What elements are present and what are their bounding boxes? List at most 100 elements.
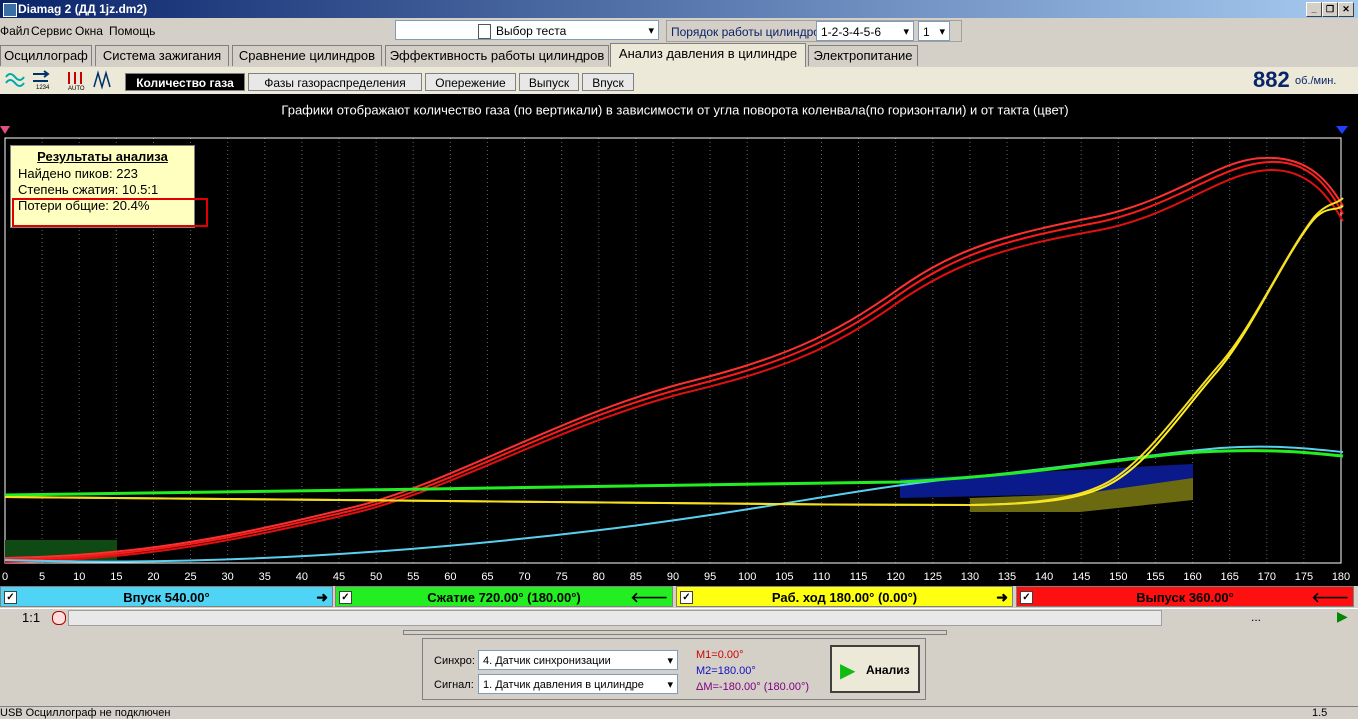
- app-icon: [3, 3, 17, 17]
- x-tick-label: 100: [738, 571, 756, 583]
- signal-select[interactable]: 1. Датчик давления в цилиндре: [478, 674, 678, 695]
- x-tick-label: 130: [961, 571, 979, 583]
- signal-label: Сигнал:: [434, 679, 474, 691]
- test-select[interactable]: Выбор теста: [395, 20, 659, 41]
- x-tick-label: 140: [1035, 571, 1053, 583]
- yellow-curve: [4, 197, 1344, 507]
- tab[interactable]: Электропитание: [808, 45, 918, 66]
- x-tick-label: 125: [924, 571, 942, 583]
- sync-select[interactable]: 4. Датчик синхронизации: [478, 650, 678, 671]
- scroll-text: ...: [1251, 610, 1262, 624]
- red-curve: [4, 168, 1344, 563]
- analysis-line: Найдено пиков: 223: [18, 166, 138, 181]
- tool-icon[interactable]: AUTO: [66, 69, 88, 91]
- x-tick-label: 165: [1220, 571, 1238, 583]
- analysis-title: Результаты анализа: [37, 149, 168, 164]
- x-tick-label: 170: [1258, 571, 1276, 583]
- red-curve: [4, 156, 1344, 559]
- marker-m1-value: M1=0.00°: [696, 649, 744, 661]
- x-tick-label: 145: [1072, 571, 1090, 583]
- x-tick-label: 155: [1146, 571, 1164, 583]
- settings-panel: [422, 638, 926, 700]
- title-bar: Diamag 2 (ДД 1jz.dm2) _ ❐ ✕: [0, 0, 1358, 18]
- phase-label: Раб. ход 180.00° (0.00°): [771, 590, 918, 605]
- x-tick-label: 150: [1109, 571, 1127, 583]
- cylinder-order-select[interactable]: 1-2-3-4-5-6: [816, 21, 914, 42]
- menu-item[interactable]: Файл: [0, 24, 30, 38]
- x-tick-label: 20: [147, 571, 159, 583]
- zoom-label: 1:1: [22, 610, 41, 625]
- cylinder-order-text: 1-2-3-4-5-6: [821, 25, 882, 39]
- plot-area: Графики отображают количество газа (по в…: [0, 94, 1358, 586]
- subtab[interactable]: Впуск: [582, 73, 634, 91]
- menu-item[interactable]: Сервис: [31, 24, 73, 38]
- x-tick-label: 30: [222, 571, 234, 583]
- x-tick-label: 105: [775, 571, 793, 583]
- marker-m2[interactable]: [1336, 126, 1348, 134]
- menu-item[interactable]: Помощь: [109, 24, 156, 38]
- analysis-box: Результаты анализа Найдено пиков: 223 Ст…: [10, 145, 195, 228]
- x-tick-label: 5: [39, 571, 45, 583]
- tab[interactable]: Система зажигания: [95, 45, 229, 66]
- tab-active[interactable]: Анализ давления в цилиндре: [610, 43, 806, 67]
- x-tick-label: 120: [886, 571, 904, 583]
- x-tick-label: 15: [110, 571, 122, 583]
- rpm-value: 882: [1253, 67, 1290, 92]
- restore-button[interactable]: ❐: [1322, 2, 1338, 17]
- marker-delta-value: ΔM=-180.00° (180.00°): [696, 681, 810, 693]
- marker-m2-value: M2=180.00°: [696, 665, 756, 677]
- subtab[interactable]: Опережение: [425, 73, 516, 91]
- scrollbar[interactable]: [68, 610, 1162, 626]
- phase-label: Впуск 540.00°: [123, 590, 210, 605]
- tool-icon[interactable]: 1234: [30, 69, 52, 91]
- tab[interactable]: Эффективность работы цилиндров: [385, 45, 609, 66]
- x-tick-label: 180: [1332, 571, 1350, 583]
- cylinder-text: 1: [923, 25, 930, 39]
- subtab[interactable]: Фазы газораспределения: [248, 73, 422, 91]
- phase-bar[interactable]: ✓ Выпуск 360.00° 🡐: [1016, 586, 1354, 607]
- subtab[interactable]: Выпуск: [519, 73, 579, 91]
- phase-bar[interactable]: ✓ Впуск 540.00° ➜: [0, 586, 333, 607]
- cylinder-spinner[interactable]: 1: [918, 21, 950, 42]
- phase-bar[interactable]: ✓ Сжатие 720.00° (180.00°) 🡐: [335, 586, 673, 607]
- play-button[interactable]: ▶: [1337, 608, 1348, 624]
- analyze-icon: ▶: [840, 660, 856, 682]
- phase-label: Сжатие 720.00° (180.00°): [427, 590, 581, 605]
- tab[interactable]: Сравнение цилиндров: [232, 45, 382, 66]
- analyze-text: Анализ: [866, 663, 910, 677]
- highlight-box: [12, 198, 208, 227]
- menu-item[interactable]: Окна: [75, 24, 103, 38]
- cyan-curve: [4, 445, 1344, 563]
- x-tick-label: 10: [73, 571, 85, 583]
- analyze-button[interactable]: ▶ Анализ: [830, 645, 920, 693]
- tool-icon[interactable]: [92, 69, 114, 91]
- red-curve: [4, 160, 1344, 561]
- plot-border: [4, 137, 1342, 564]
- plot-background: [0, 94, 1358, 586]
- x-tick-label: 175: [1295, 571, 1313, 583]
- x-tick-label: 75: [556, 571, 568, 583]
- cylinder-panel: [666, 20, 962, 42]
- splitter[interactable]: [403, 630, 947, 635]
- test-select-text: Выбор теста: [496, 24, 567, 38]
- status-bar: [0, 706, 1358, 717]
- tab[interactable]: Осциллограф: [0, 45, 92, 66]
- signal-text: 1. Датчик давления в цилиндре: [483, 679, 644, 691]
- x-tick-label: 35: [259, 571, 271, 583]
- zoom-button[interactable]: [52, 611, 66, 625]
- x-tick-label: 85: [630, 571, 642, 583]
- cylinder-order-label: Порядок работы цилиндров: [671, 25, 827, 39]
- analysis-line: Потери общие: 20.4%: [18, 198, 150, 213]
- subtab-active[interactable]: Количество газа: [125, 73, 245, 91]
- phase-bar[interactable]: ✓ Раб. ход 180.00° (0.00°) ➜: [676, 586, 1013, 607]
- close-button[interactable]: ✕: [1338, 2, 1354, 17]
- sync-label: Синхро:: [434, 655, 475, 667]
- plot-caption: Графики отображают количество газа (по в…: [281, 102, 1068, 117]
- analysis-line: Степень сжатия: 10.5:1: [18, 182, 159, 197]
- minimize-button[interactable]: _: [1306, 2, 1322, 17]
- svg-text:1234: 1234: [36, 85, 50, 91]
- tool-icon[interactable]: [4, 69, 26, 91]
- marker-m1[interactable]: [0, 126, 10, 134]
- green-curve: [4, 449, 1344, 497]
